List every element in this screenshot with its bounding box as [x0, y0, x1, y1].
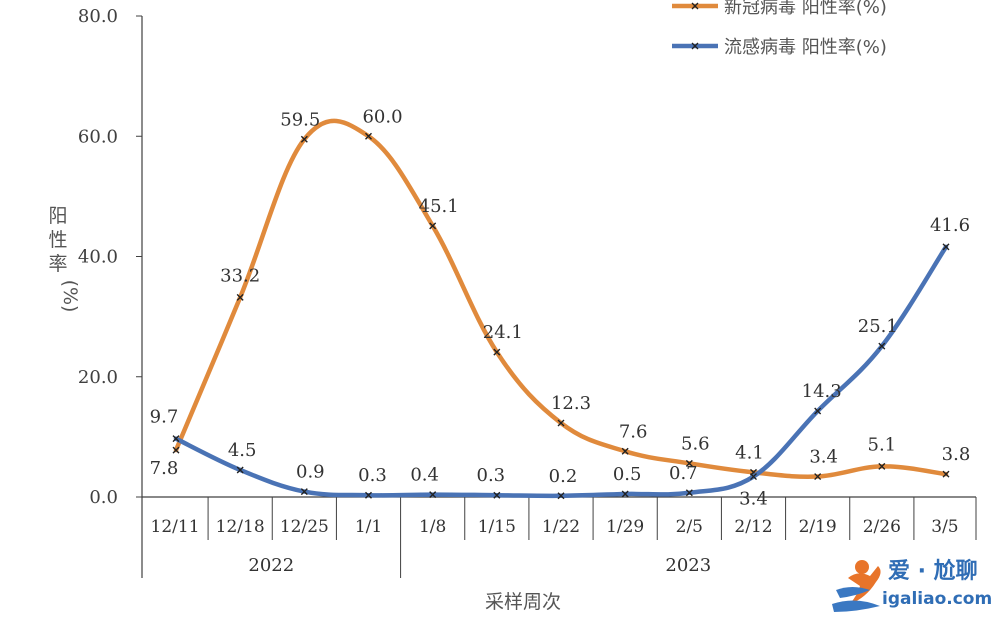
data-label: 4.1	[735, 442, 764, 463]
series-covid	[172, 118, 950, 481]
data-label: 45.1	[419, 196, 459, 217]
data-point-marker	[493, 348, 501, 356]
data-point-marker	[621, 490, 629, 498]
x-tick-label: 3/5	[931, 517, 958, 537]
year-label: 2023	[665, 555, 711, 576]
watermark-logo: 爱 · 尬聊 igaliao.com	[832, 558, 992, 612]
data-point-marker	[878, 342, 886, 350]
legend-marker	[691, 42, 699, 50]
data-label: 0.3	[477, 465, 506, 486]
data-point-marker	[300, 135, 308, 143]
data-point-marker	[942, 470, 950, 478]
x-tick-label: 1/1	[355, 517, 382, 537]
data-point-marker	[236, 466, 244, 474]
data-point-marker	[300, 488, 308, 496]
x-tick-label: 2/26	[863, 517, 901, 537]
data-point-marker	[172, 435, 180, 443]
data-labels: 7.8 33.2 59.5 60.0 45.1 24.1 12.3 7.6 5.6 4.1 3.4 5…	[150, 106, 971, 509]
x-axis-title: 采样周次	[485, 591, 561, 613]
y-axis-title-char: 率	[48, 253, 67, 275]
data-point-marker	[878, 462, 886, 470]
y-axis-title-text: 阳性率	[48, 205, 67, 275]
x-tick-label: 12/18	[216, 517, 265, 537]
data-label: 24.1	[483, 322, 523, 343]
data-label: 33.2	[220, 265, 260, 286]
x-tick-label: 12/11	[151, 517, 200, 537]
data-point-marker	[557, 492, 565, 500]
y-tick-label: 20.0	[78, 367, 118, 388]
x-categories: 12/11 12/18 12/25 1/1 1/8 1/15 1/22 1/29 2/5 2/12…	[151, 497, 977, 540]
data-point-marker	[814, 473, 822, 481]
data-label: 25.1	[858, 316, 898, 337]
data-point-marker	[236, 293, 244, 301]
x-tick-label: 2/5	[676, 517, 703, 537]
data-label: 5.1	[868, 434, 897, 455]
x-tick-label: 2/12	[734, 517, 772, 537]
y-axis-title-char: 性	[48, 229, 67, 251]
year-groups: 2022 2023	[248, 540, 711, 578]
data-point-marker	[365, 132, 372, 140]
series-flu	[172, 243, 950, 500]
legend-label: 流感病毒 阳性率(%)	[724, 37, 887, 58]
data-label: 3.4	[809, 447, 838, 468]
x-tick-label: 1/15	[478, 517, 516, 537]
legend-marker	[691, 2, 699, 10]
data-label: 0.9	[296, 462, 325, 483]
y-tick-label: 60.0	[78, 126, 118, 147]
y-axis-title: 阳性率 (%)	[48, 205, 81, 312]
data-point-marker	[621, 447, 629, 455]
data-point-marker	[172, 446, 180, 454]
data-label: 3.8	[942, 444, 971, 465]
data-point-marker	[942, 243, 950, 251]
data-point-marker	[365, 491, 372, 499]
y-ticks: 0.0 20.0 40.0 60.0 80.0	[78, 6, 142, 508]
watermark-url: igaliao.com	[882, 589, 992, 609]
year-label: 2022	[248, 555, 294, 576]
data-label: 14.3	[802, 381, 842, 402]
series-layer	[172, 118, 950, 500]
data-point-marker	[429, 222, 437, 230]
data-label: 12.3	[551, 393, 591, 414]
data-point-marker	[750, 473, 757, 481]
y-axis-title-unit: (%)	[59, 280, 81, 313]
x-tick-label: 1/29	[606, 517, 644, 537]
data-point-marker	[557, 419, 565, 427]
x-tick-label: 12/25	[280, 517, 329, 537]
data-label: 0.3	[358, 465, 387, 486]
y-axis-title-char: 阳	[48, 205, 67, 227]
x-tick-label: 1/8	[419, 517, 446, 537]
data-label: 3.4	[739, 489, 768, 510]
data-label: 7.6	[619, 421, 648, 442]
data-point-marker	[685, 459, 693, 467]
y-tick-label: 80.0	[78, 6, 118, 27]
watermark-brand: 爱 · 尬聊	[888, 558, 978, 584]
data-label: 59.5	[280, 109, 320, 130]
data-point-marker	[685, 489, 693, 497]
data-label: 4.5	[228, 440, 257, 461]
data-label: 7.8	[150, 458, 179, 479]
legend: 新冠病毒 阳性率(%) 流感病毒 阳性率(%)	[672, 0, 887, 58]
data-label: 60.0	[362, 106, 402, 127]
x-tick-label: 1/22	[542, 517, 580, 537]
data-label: 9.7	[150, 407, 179, 428]
data-label: 0.7	[669, 463, 698, 484]
data-label: 0.2	[549, 466, 578, 487]
series-covid-line	[173, 118, 949, 480]
x-tick-label: 2/19	[799, 517, 837, 537]
y-tick-label: 0.0	[89, 487, 118, 508]
legend-item: 新冠病毒 阳性率(%)	[672, 0, 887, 18]
data-point-marker	[429, 491, 437, 499]
legend-label: 新冠病毒 阳性率(%)	[724, 0, 887, 18]
watermark-figure-icon	[832, 560, 881, 612]
legend-item: 流感病毒 阳性率(%)	[672, 37, 887, 58]
y-tick-label: 40.0	[78, 247, 118, 268]
data-label: 0.4	[410, 465, 439, 486]
data-point-marker	[493, 491, 501, 499]
data-label: 5.6	[681, 433, 710, 454]
data-point-marker	[814, 407, 822, 415]
data-label: 41.6	[930, 215, 970, 236]
data-label: 0.5	[613, 464, 642, 485]
